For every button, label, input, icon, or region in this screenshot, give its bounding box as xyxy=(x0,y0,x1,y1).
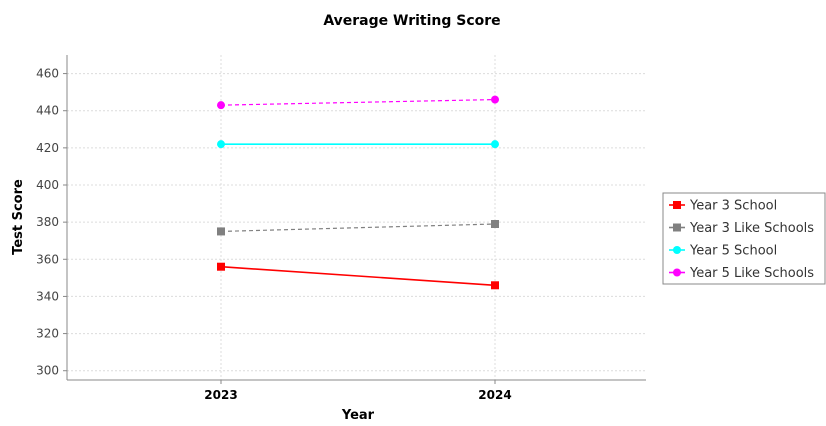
y-tick-label: 300 xyxy=(36,364,59,378)
data-point xyxy=(491,281,499,290)
data-point xyxy=(217,227,225,236)
y-tick-label: 460 xyxy=(36,67,59,81)
legend-marker xyxy=(673,268,681,277)
series-line xyxy=(220,98,496,106)
data-point xyxy=(491,140,499,149)
data-point xyxy=(491,95,499,104)
series-year-5-like-schools xyxy=(217,95,499,110)
x-axis-label: Year xyxy=(341,408,375,422)
chart-title: Average Writing Score xyxy=(323,13,500,29)
y-tick-label: 400 xyxy=(36,178,59,192)
series-year-3-like-schools xyxy=(217,220,499,236)
legend-label: Year 5 School xyxy=(689,244,777,259)
legend-marker xyxy=(673,201,681,209)
series-year-3-school xyxy=(217,262,499,290)
series-year-5-school xyxy=(217,140,499,149)
data-point xyxy=(217,140,225,149)
y-tick-label: 320 xyxy=(36,327,59,341)
series-line xyxy=(220,265,496,287)
data-point xyxy=(491,220,499,228)
legend-box xyxy=(662,192,826,285)
y-tick-label: 420 xyxy=(36,141,59,155)
grid xyxy=(67,55,646,380)
series-layer xyxy=(217,95,499,290)
legend-marker xyxy=(673,223,681,232)
y-tick-label: 380 xyxy=(36,215,59,229)
legend-marker xyxy=(673,246,681,254)
data-point xyxy=(217,262,225,271)
legend-label: Year 3 School xyxy=(689,199,777,214)
series-line xyxy=(220,223,496,233)
y-tick-label: 440 xyxy=(36,104,59,118)
axes: 300 320 340 360 380 400 420 440 460 2023 2024 xyxy=(36,55,646,402)
legend: Year 3 School Year 3 Like Schools Year 5 S… xyxy=(662,192,826,285)
legend-label: Year 5 Like Schools xyxy=(689,266,814,281)
y-axis-label: Test Score xyxy=(11,179,26,255)
x-tick-label: 2023 xyxy=(204,388,237,402)
x-tick-label: 2024 xyxy=(478,388,511,402)
y-tick-label: 340 xyxy=(36,289,59,303)
legend-label: Year 3 Like Schools xyxy=(689,221,814,236)
y-tick-label: 360 xyxy=(36,252,59,266)
data-point xyxy=(217,101,225,110)
